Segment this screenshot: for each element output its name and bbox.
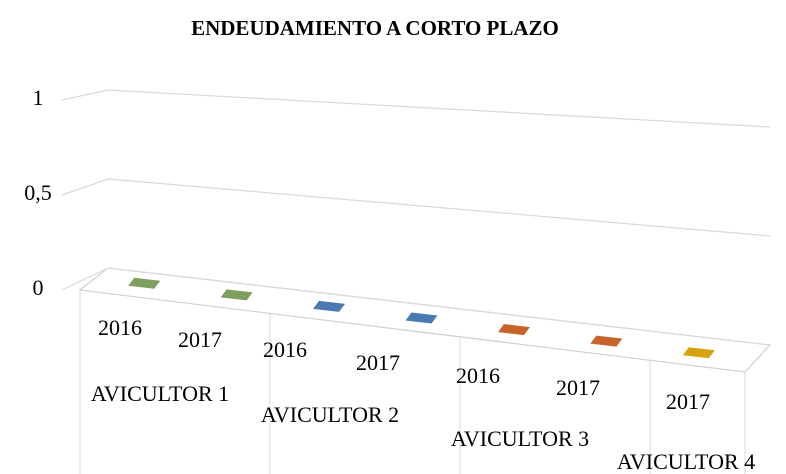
- grid-line: [61, 178, 771, 237]
- x-tick-label: 2016: [263, 337, 307, 362]
- y-tick-label: 0,5: [24, 180, 52, 205]
- bar: [682, 347, 715, 359]
- chart-title: ENDEUDAMIENTO A CORTO PLAZO: [191, 16, 559, 40]
- grid-line: [61, 89, 771, 128]
- x-tick-label: 2016: [98, 315, 142, 340]
- x-tick-label: 2017: [556, 375, 600, 400]
- y-tick-label: 1: [33, 85, 44, 110]
- x-tick-label: 2017: [356, 350, 400, 375]
- group-label: AVICULTOR 1: [91, 381, 229, 406]
- group-label: AVICULTOR 4: [617, 449, 755, 474]
- x-tick-label: 2017: [666, 389, 710, 414]
- bar: [590, 335, 623, 347]
- x-tick-label: 2016: [456, 363, 500, 388]
- group-label: AVICULTOR 3: [451, 426, 589, 451]
- x-tick-label: 2017: [178, 327, 222, 352]
- group-label: AVICULTOR 2: [261, 402, 399, 427]
- bar: [220, 289, 253, 301]
- bar: [405, 312, 438, 324]
- bar: [128, 277, 161, 289]
- y-tick-label: 0: [33, 275, 44, 300]
- bar: [313, 300, 346, 312]
- bar: [497, 324, 530, 336]
- grid-line: [61, 267, 771, 346]
